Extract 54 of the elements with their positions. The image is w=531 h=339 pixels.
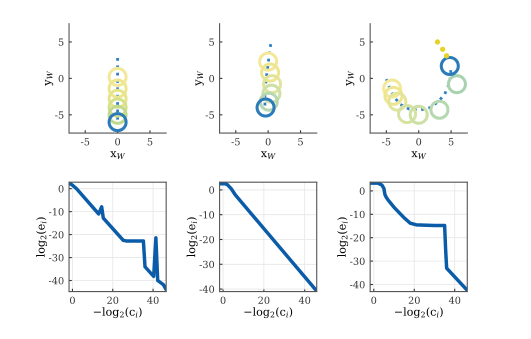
y-tick-label: -40 xyxy=(350,280,365,288)
x-axis-title: x$_{W}$ xyxy=(110,151,126,159)
y-tick-label: 0 xyxy=(360,187,365,195)
y-tick-label: 5 xyxy=(209,38,214,46)
y-tick-label: -40 xyxy=(199,286,214,293)
y-axis-title: y$_{W}$ xyxy=(346,70,354,86)
y-tick-label: 0 xyxy=(58,185,64,192)
y-tick-label: -5 xyxy=(206,111,214,119)
y-tick-label: 5 xyxy=(58,38,64,46)
x-tick-label: -5 xyxy=(382,138,390,146)
x-tick-label: 0 xyxy=(220,296,226,304)
y-tick-label: -30 xyxy=(199,260,214,268)
x-tick-label: 20 xyxy=(107,296,118,304)
y-axis-title: log$_{2}$(e$_{i}$) xyxy=(186,217,198,258)
y-axis-title: log$_{2}$(e$_{i}$) xyxy=(36,217,48,258)
x-tick-label: 40 xyxy=(298,296,310,304)
y-tick-label: -20 xyxy=(48,231,64,238)
x-axis-title: −log$_{2}$(c$_{i}$) xyxy=(244,307,292,318)
y-tick-label: 0 xyxy=(360,74,365,82)
x-tick-label: 5 xyxy=(148,138,152,146)
y-tick-label: -30 xyxy=(350,258,365,265)
y-tick-label: -10 xyxy=(350,210,365,218)
y-tick-label: -5 xyxy=(356,111,365,119)
y-axis-title: y$_{W}$ xyxy=(44,70,54,86)
x-tick-label: 0 xyxy=(371,296,376,304)
x-tick-label: 0 xyxy=(115,138,120,146)
y-tick-label: 0 xyxy=(58,74,64,82)
x-tick-label: 20 xyxy=(258,296,270,304)
y-tick-label: -20 xyxy=(199,236,214,244)
y-tick-label: 5 xyxy=(360,38,365,46)
x-axis-title: −log$_{2}$(c$_{i}$) xyxy=(94,307,142,318)
y-tick-label: -20 xyxy=(350,234,365,242)
y-tick-label: -30 xyxy=(48,254,64,262)
y-tick-label: 0 xyxy=(209,74,214,82)
y-axis-title: log$_{2}$(e$_{i}$) xyxy=(337,217,348,258)
x-axis-title: x$_{W}$ xyxy=(260,151,276,159)
x-tick-label: 40 xyxy=(448,296,460,304)
x-tick-label: 0 xyxy=(416,138,422,146)
x-tick-label: 5 xyxy=(448,138,454,146)
x-tick-label: 0 xyxy=(70,296,75,304)
x-axis-title: x$_{W}$ xyxy=(412,151,426,159)
y-axis-title: y$_{W}$ xyxy=(196,70,204,86)
y-tick-label: -10 xyxy=(48,208,64,216)
x-tick-label: -5 xyxy=(231,138,240,146)
y-tick-label: -5 xyxy=(55,111,64,119)
x-axis-title: −log$_{2}$(c$_{i}$) xyxy=(395,307,443,318)
x-tick-label: 0 xyxy=(266,138,271,146)
y-tick-label: -10 xyxy=(199,211,214,219)
x-tick-label: 5 xyxy=(298,138,303,146)
y-tick-label: -40 xyxy=(48,276,64,284)
x-tick-label: 20 xyxy=(408,296,420,304)
x-tick-label: 40 xyxy=(147,296,159,304)
x-tick-label: -5 xyxy=(80,138,90,146)
y-tick-label: 0 xyxy=(209,186,214,194)
